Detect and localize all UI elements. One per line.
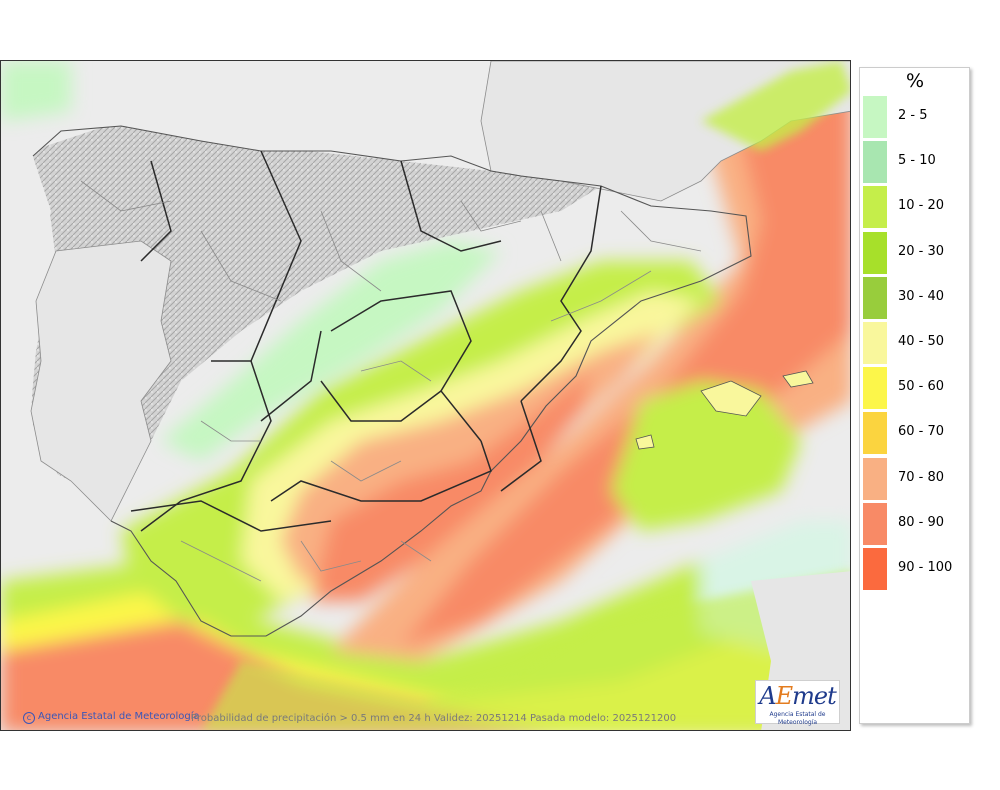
legend-item: 10 - 20	[863, 186, 968, 230]
legend-swatch	[863, 412, 887, 455]
legend-label: 30 - 40	[898, 288, 945, 304]
region-borders	[130, 150, 602, 532]
legend-swatch	[863, 231, 887, 274]
legend-label: 20 - 30	[898, 243, 945, 259]
legend-swatch	[863, 276, 887, 319]
legend-item: 30 - 40	[863, 276, 968, 321]
legend-panel: % 2 - 5 5 - 10 10 - 20 20 - 30 30 - 40 40 - 5…	[859, 67, 970, 724]
north-africa-region	[202, 571, 850, 730]
legend-item: 50 - 60	[863, 367, 968, 411]
copyright-icon: c	[23, 712, 35, 724]
precipitation-map: c Agencia Estatal de Meteorología Probabi…	[0, 60, 851, 731]
legend-item: 80 - 90	[863, 502, 968, 547]
balearic-islands	[700, 380, 762, 417]
legend-label: 2 - 5	[898, 108, 928, 123]
aemet-logo: AEmet Agencia Estatal de Meteorología	[755, 680, 840, 726]
map-canvas	[1, 61, 850, 730]
legend-item: 5 - 10	[863, 141, 968, 185]
legend-label: 80 - 90	[898, 514, 945, 530]
logo-mark: AEmet	[756, 681, 839, 711]
map-credit: c Agencia Estatal de Meteorología	[23, 711, 200, 724]
legend-swatch	[863, 141, 887, 184]
legend-swatch	[863, 548, 887, 590]
logo-letter-a: A	[759, 682, 776, 710]
legend-label: 60 - 70	[898, 424, 945, 440]
legend-item: 70 - 80	[863, 457, 968, 502]
legend-label: 10 - 20	[898, 198, 945, 214]
logo-letter-e: E	[775, 682, 794, 710]
credit-text: Agencia Estatal de Meteorología	[38, 711, 200, 722]
legend-label: 70 - 80	[898, 469, 945, 485]
legend-label: 90 - 100	[898, 560, 953, 575]
legend-label: 50 - 60	[898, 379, 945, 395]
legend-label: 5 - 10	[898, 153, 936, 169]
legend-item: 90 - 100	[863, 548, 968, 592]
legend-item: 40 - 50	[863, 322, 968, 366]
map-caption: Probabilidad de precipitación > 0.5 mm e…	[191, 713, 677, 724]
legend-item: 20 - 30	[863, 231, 968, 276]
legend-title: %	[905, 70, 925, 92]
spain-coastline	[32, 125, 752, 637]
legend-swatch	[863, 502, 887, 545]
legend-swatch	[863, 186, 887, 229]
portugal-region	[30, 240, 172, 522]
legend-item: 2 - 5	[863, 96, 968, 140]
logo-subtitle: Agencia Estatal de Meteorología	[769, 711, 826, 726]
legend-label: 40 - 50	[898, 334, 945, 349]
legend-swatch	[863, 96, 887, 138]
logo-letters-met: met	[792, 682, 837, 710]
legend-swatch	[863, 457, 887, 500]
legend-item: 60 - 70	[863, 412, 968, 456]
legend-swatch	[863, 322, 887, 364]
terrain-relief	[31, 126, 601, 491]
legend-swatch	[863, 367, 887, 410]
province-borders	[80, 180, 702, 582]
